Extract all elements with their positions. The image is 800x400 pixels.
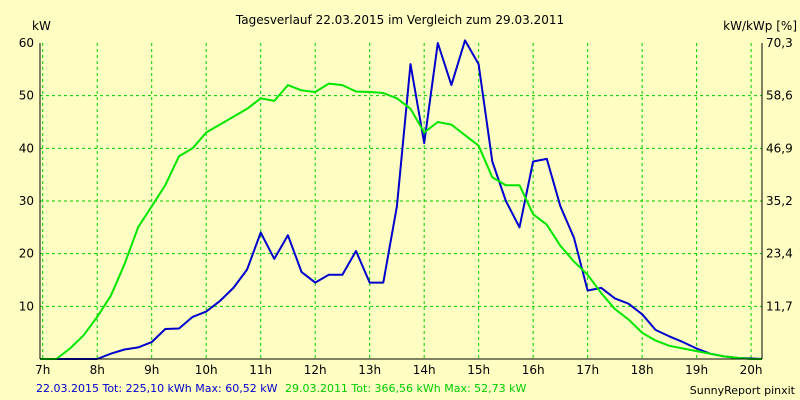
y-left-tick-label: 60 xyxy=(19,36,34,50)
x-tick-label: 19h xyxy=(685,363,708,377)
left-axis-unit: kW xyxy=(32,19,51,33)
x-tick-label: 14h xyxy=(413,363,436,377)
credit-text: SunnyReport pinxit xyxy=(690,384,796,397)
series-line-1 xyxy=(40,39,763,360)
x-tick-label: 11h xyxy=(249,363,272,377)
y-left-tick-label: 40 xyxy=(19,141,34,155)
x-tick-label: 7h xyxy=(35,363,50,377)
y-left-tick-label: 10 xyxy=(19,299,34,313)
x-tick-label: 20h xyxy=(740,363,763,377)
x-tick-label: 17h xyxy=(576,363,599,377)
y-left-tick-label: 50 xyxy=(19,89,34,103)
y-right-tick-label: 23,4 xyxy=(766,247,793,261)
y-right-tick-label: 46,9 xyxy=(766,141,793,155)
series-line-2 xyxy=(40,82,762,360)
y-right-tick-label: 70,3 xyxy=(766,36,793,50)
y-right-tick-label: 35,2 xyxy=(766,194,793,208)
x-tick-label: 8h xyxy=(90,363,105,377)
x-tick-label: 9h xyxy=(144,363,159,377)
x-tick-label: 13h xyxy=(358,363,381,377)
right-axis-unit: kW/kWp [%] xyxy=(723,19,797,33)
text-layer: Tagesverlauf 22.03.2015 im Vergleich zum… xyxy=(19,13,797,397)
x-tick-label: 10h xyxy=(195,363,218,377)
legend-series-1: 22.03.2015 Tot: 225,10 kWh Max: 60,52 kW xyxy=(36,382,278,395)
legend-series-2: 29.03.2011 Tot: 366,56 kWh Max: 52,73 kW xyxy=(285,382,527,395)
x-tick-label: 12h xyxy=(304,363,327,377)
y-right-tick-label: 58,6 xyxy=(766,89,793,103)
x-tick-label: 18h xyxy=(631,363,654,377)
grid-layer xyxy=(40,43,762,359)
y-left-tick-label: 20 xyxy=(19,247,34,261)
legend-line: 22.03.2015 Tot: 225,10 kWh Max: 60,52 kW… xyxy=(36,382,527,395)
x-tick-label: 16h xyxy=(522,363,545,377)
x-tick-label: 15h xyxy=(467,363,490,377)
chart-title: Tagesverlauf 22.03.2015 im Vergleich zum… xyxy=(235,13,564,27)
y-right-tick-label: 11,7 xyxy=(766,299,793,313)
y-left-tick-label: 30 xyxy=(19,194,34,208)
frame-layer xyxy=(39,43,763,360)
series-layer xyxy=(40,39,763,360)
